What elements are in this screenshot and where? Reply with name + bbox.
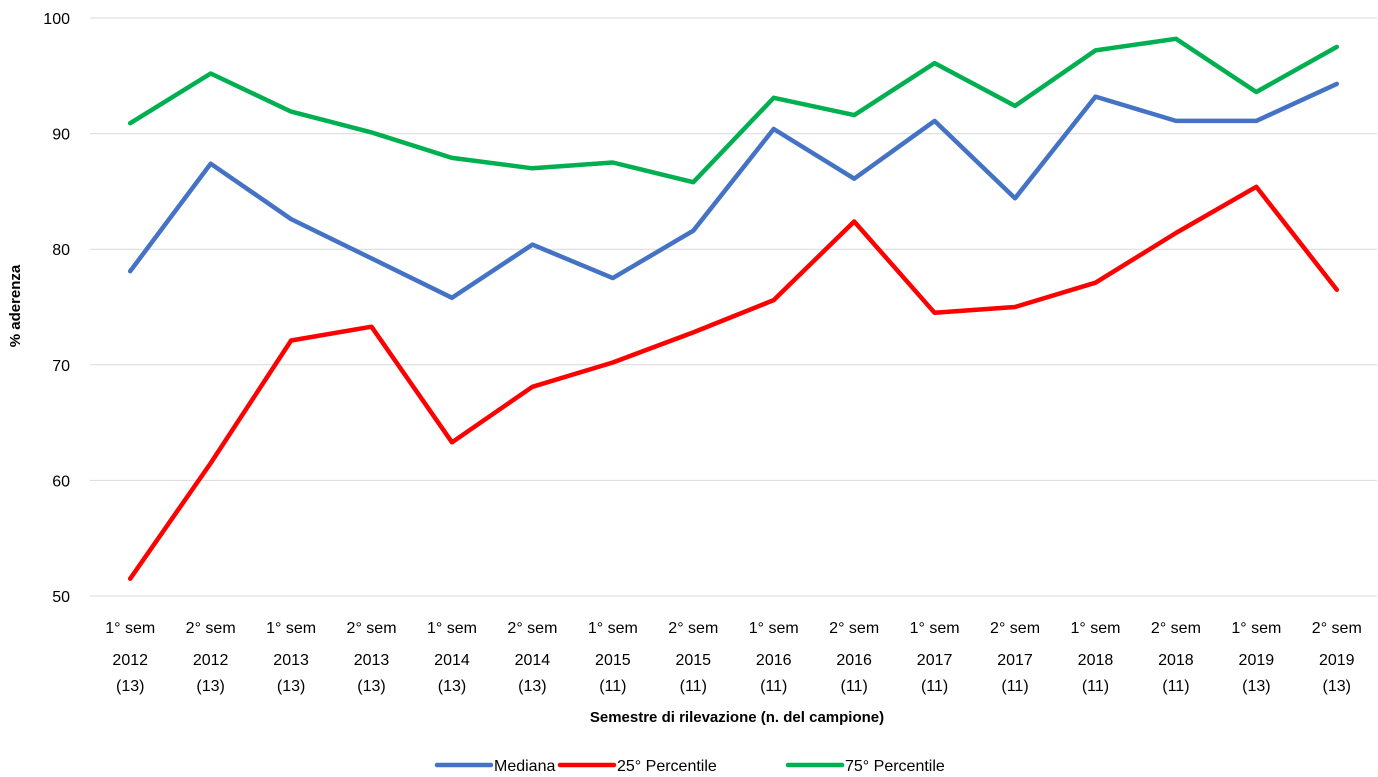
y-tick-label: 60 (52, 473, 70, 490)
y-tick-label: 50 (52, 589, 70, 606)
x-tick-sem: 1° sem (1070, 620, 1120, 637)
x-tick-sem: 2° sem (829, 620, 879, 637)
x-tick-n: (13) (1242, 678, 1270, 695)
x-tick-sem: 2° sem (507, 620, 557, 637)
x-tick-n: (13) (116, 678, 144, 695)
y-axis-title: % aderenza (7, 264, 24, 347)
series-line-2 (127, 36, 1340, 185)
x-tick-year: 2013 (273, 652, 309, 669)
x-tick-year: 2015 (595, 652, 631, 669)
series-line-0 (127, 81, 1340, 301)
x-tick-sem: 1° sem (427, 620, 477, 637)
x-tick-sem: 2° sem (1151, 620, 1201, 637)
x-tick-sem: 2° sem (347, 620, 397, 637)
x-tick-year: 2015 (675, 652, 711, 669)
x-tick-n: (13) (438, 678, 466, 695)
x-tick-year: 2014 (434, 652, 470, 669)
x-tick-sem: 1° sem (266, 620, 316, 637)
x-tick-n: (13) (518, 678, 546, 695)
x-tick-n: (13) (196, 678, 224, 695)
x-tick-n: (11) (1001, 678, 1028, 695)
gridlines (90, 17, 1377, 597)
x-tick-year: 2017 (917, 652, 953, 669)
x-tick-n: (11) (1162, 678, 1189, 695)
legend: Mediana 25° Percentile 75° Percentile (434, 758, 945, 775)
x-tick-year: 2019 (1319, 652, 1355, 669)
x-tick-n: (11) (599, 678, 626, 695)
x-tick-year: 2012 (112, 652, 148, 669)
legend-label: 75° Percentile (845, 758, 945, 775)
x-tick-year: 2018 (1158, 652, 1194, 669)
x-tick-n: (11) (921, 678, 948, 695)
x-tick-n: (11) (760, 678, 787, 695)
y-tick-label: 80 (52, 242, 70, 259)
y-tick-label: 100 (43, 11, 70, 28)
x-tick-year: 2014 (515, 652, 551, 669)
x-tick-n: (11) (1082, 678, 1109, 695)
y-tick-label: 90 (52, 127, 70, 144)
x-tick-sem: 1° sem (588, 620, 638, 637)
x-tick-year: 2016 (836, 652, 872, 669)
legend-label: 25° Percentile (617, 758, 717, 775)
x-tick-year: 2012 (193, 652, 229, 669)
x-tick-sem: 2° sem (990, 620, 1040, 637)
legend-item: Mediana (434, 758, 555, 775)
x-tick-n: (13) (277, 678, 305, 695)
x-tick-sem: 1° sem (749, 620, 799, 637)
x-tick-sem: 1° sem (1231, 620, 1281, 637)
x-tick-year: 2019 (1239, 652, 1275, 669)
legend-item: 75° Percentile (785, 758, 945, 775)
x-tick-sem: 1° sem (105, 620, 155, 637)
x-tick-n: (13) (357, 678, 385, 695)
x-tick-year: 2016 (756, 652, 792, 669)
x-tick-year: 2018 (1078, 652, 1114, 669)
legend-item: 25° Percentile (557, 758, 717, 775)
series-line-1 (127, 184, 1340, 581)
x-axis-ticks: 1° sem 2012 (13) 2° sem 2012 (13) 1° sem 2013 (1… (105, 620, 1362, 695)
x-tick-sem: 2° sem (1312, 620, 1362, 637)
x-tick-n: (13) (1323, 678, 1351, 695)
x-tick-year: 2017 (997, 652, 1033, 669)
x-tick-sem: 2° sem (186, 620, 236, 637)
x-tick-year: 2013 (354, 652, 390, 669)
legend-label: Mediana (494, 758, 555, 775)
x-axis-title: Semestre di rilevazione (n. del campione… (590, 709, 884, 726)
x-tick-sem: 2° sem (668, 620, 718, 637)
y-tick-label: 70 (52, 358, 70, 375)
y-axis-ticks: 50 60 70 80 90 100 (43, 11, 70, 606)
series-lines (127, 36, 1340, 581)
x-tick-n: (11) (841, 678, 868, 695)
x-tick-sem: 1° sem (910, 620, 960, 637)
x-tick-n: (11) (680, 678, 707, 695)
